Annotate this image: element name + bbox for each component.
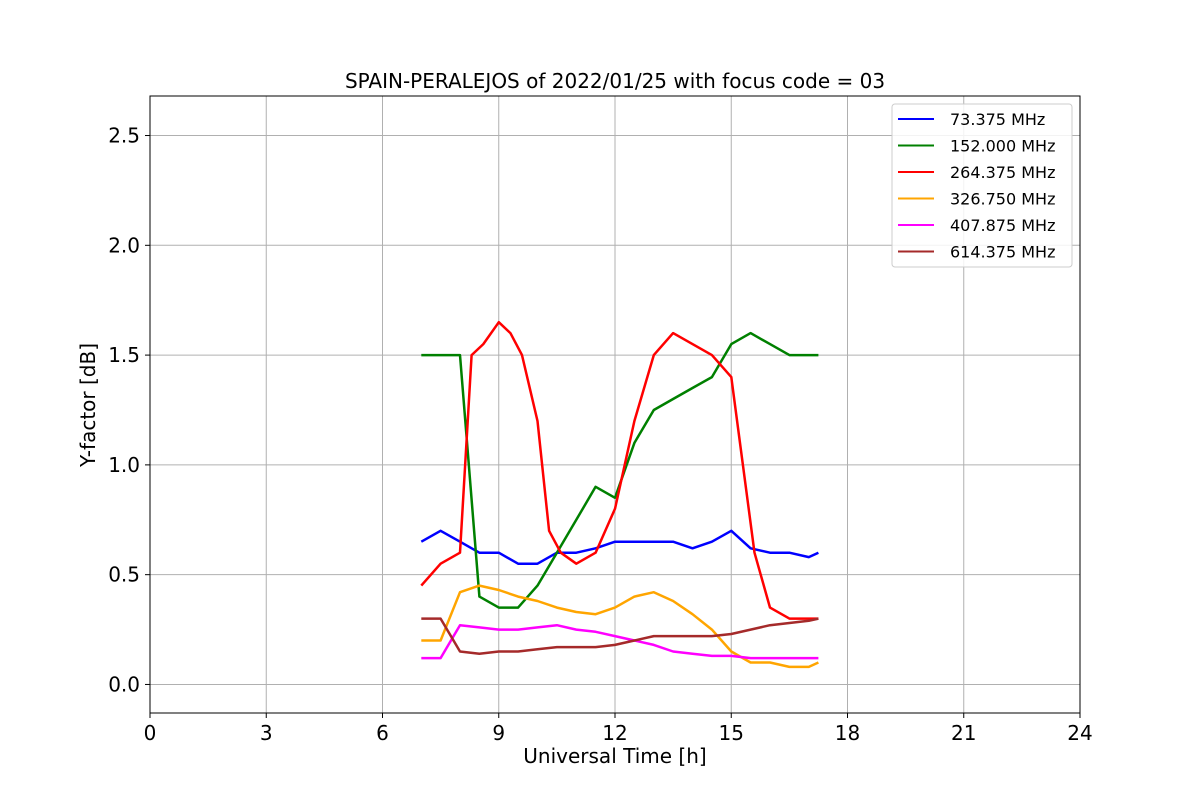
x-tick-label: 15 [719, 721, 744, 745]
x-tick-label: 18 [835, 721, 860, 745]
y-tick-label: 0.5 [108, 563, 140, 587]
y-axis-label: Y-factor [dB] [76, 343, 100, 468]
legend-label: 326.750 MHz [950, 190, 1055, 209]
x-axis-label: Universal Time [h] [523, 744, 706, 768]
legend-box [891, 103, 1073, 268]
x-tick-label: 9 [492, 721, 505, 745]
y-tick-label: 1.5 [108, 343, 140, 367]
series-line-1 [420, 529, 819, 565]
legend-label: 614.375 MHz [950, 243, 1055, 262]
axis-ticks: 0 3 6 9 12 15 18 21 24 0.0 0.5 1.0 1.5 2.0 2.5 [108, 124, 1093, 745]
series-line-4 [421, 584, 819, 669]
series-line-5 [421, 623, 819, 660]
x-tick-label: 21 [951, 721, 976, 745]
legend-label: 407.875 MHz [950, 216, 1055, 235]
x-tick-label: 12 [602, 721, 627, 745]
series-line-6 [421, 617, 819, 655]
x-tick-label: 24 [1067, 721, 1092, 745]
series-line-3 [420, 320, 819, 620]
legend-label: 264.375 MHz [950, 163, 1055, 182]
chart-title: SPAIN-PERALEJOS of 2022/01/25 with focus… [345, 69, 885, 93]
legend: 73.375 MHz 152.000 MHz 264.375 MHz 326.750 … [891, 103, 1073, 268]
legend-label: 73.375 MHz [950, 110, 1045, 129]
y-tick-label: 2.5 [108, 124, 140, 148]
y-tick-label: 2.0 [108, 233, 140, 257]
y-tick-label: 1.0 [108, 453, 140, 477]
plot-series [420, 320, 819, 669]
y-tick-label: 0.0 [108, 672, 140, 696]
x-tick-label: 0 [144, 721, 157, 745]
x-tick-label: 6 [376, 721, 389, 745]
x-tick-label: 3 [260, 721, 273, 745]
legend-label: 152.000 MHz [950, 137, 1055, 156]
